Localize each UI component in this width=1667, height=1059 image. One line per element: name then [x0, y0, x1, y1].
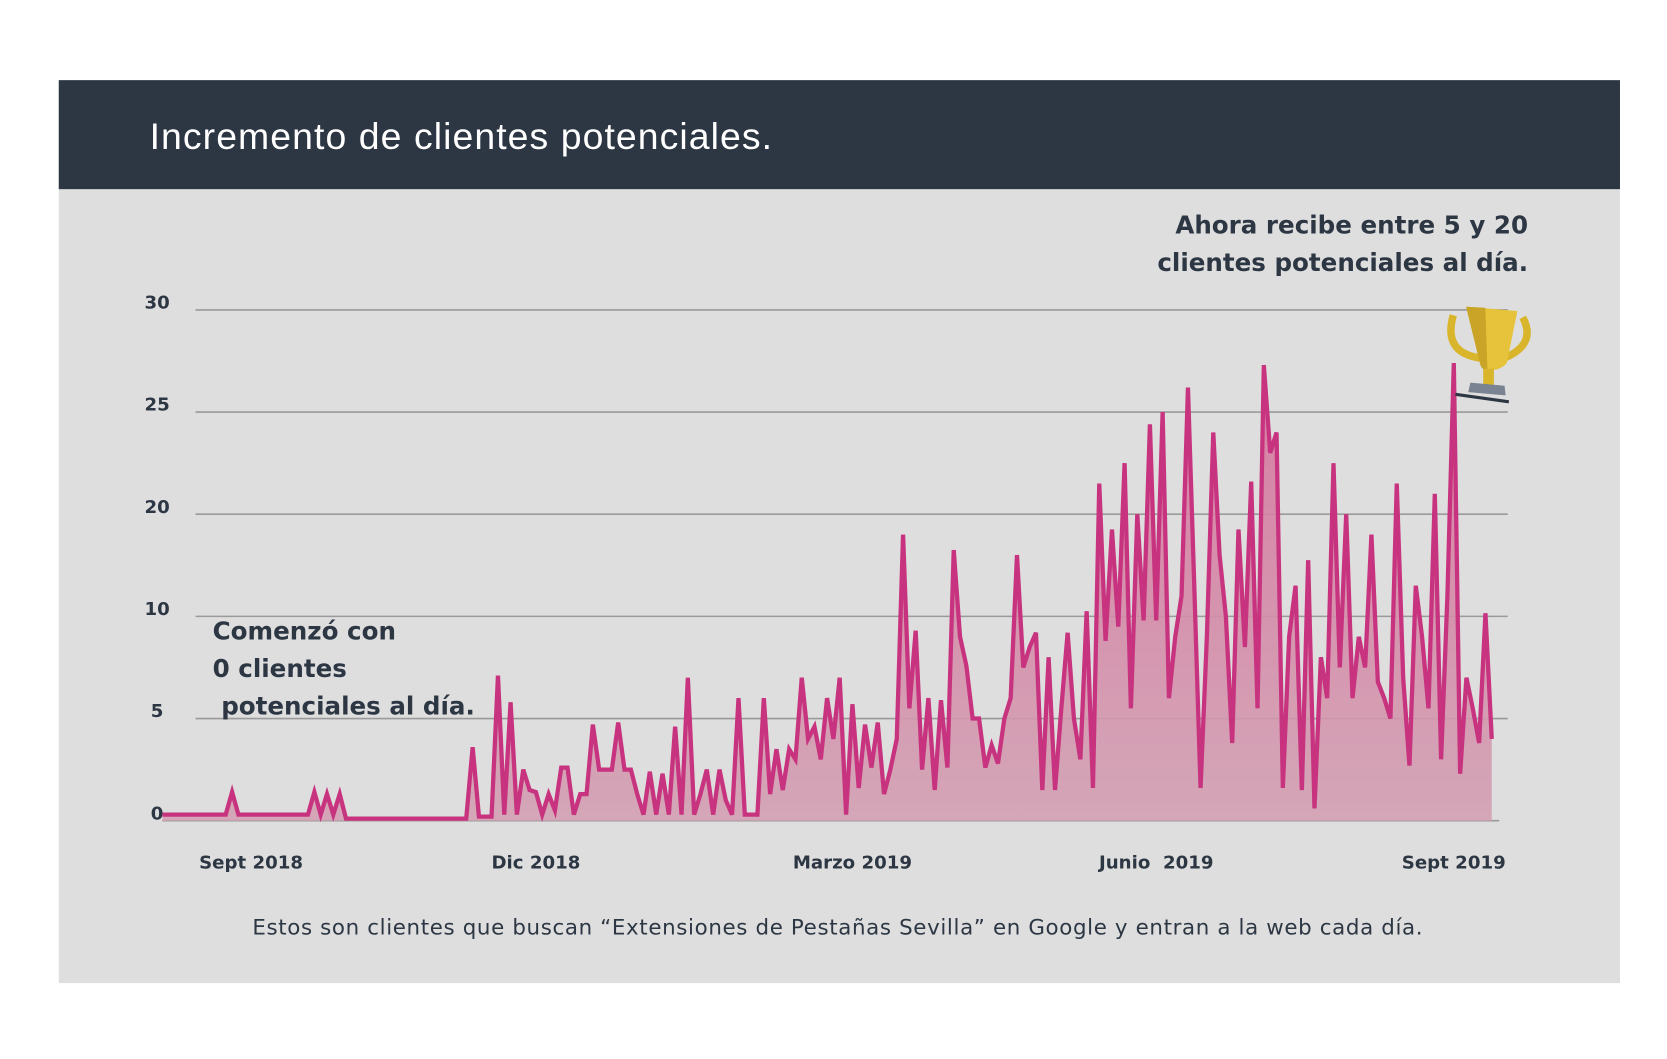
x-tick-label: Marzo 2019	[793, 852, 912, 873]
chart-title: Incremento de clientes potenciales.	[150, 115, 774, 157]
y-tick-label: 20	[144, 497, 169, 518]
x-tick-label: Sept 2019	[1402, 852, 1506, 873]
annotation: potenciales al día.	[213, 691, 475, 720]
panel	[58, 80, 1620, 984]
trophy-icon	[1447, 306, 1531, 404]
y-tick-label: 10	[144, 599, 169, 620]
footnote: Estos son clientes que buscan “Extension…	[252, 916, 1423, 941]
y-tick-label: 0	[151, 803, 164, 824]
header	[58, 80, 1620, 190]
area	[162, 363, 1492, 821]
y-tick-label: 25	[144, 395, 169, 416]
x-tick-label: Dic 2018	[491, 852, 580, 873]
x-tick-label: Sept 2018	[199, 852, 303, 873]
annotation: Ahora recibe entre 5 y 20	[1175, 211, 1528, 240]
x-tick-label: Junio 2019	[1097, 852, 1213, 873]
y-tick-label: 30	[144, 292, 169, 313]
line	[162, 362, 1494, 823]
y-tick-label: 5	[151, 701, 164, 722]
annotation: Comenzó con	[213, 617, 396, 646]
annotation: clientes potenciales al día.	[1157, 248, 1528, 277]
annotation: 0 clientes	[213, 654, 347, 683]
